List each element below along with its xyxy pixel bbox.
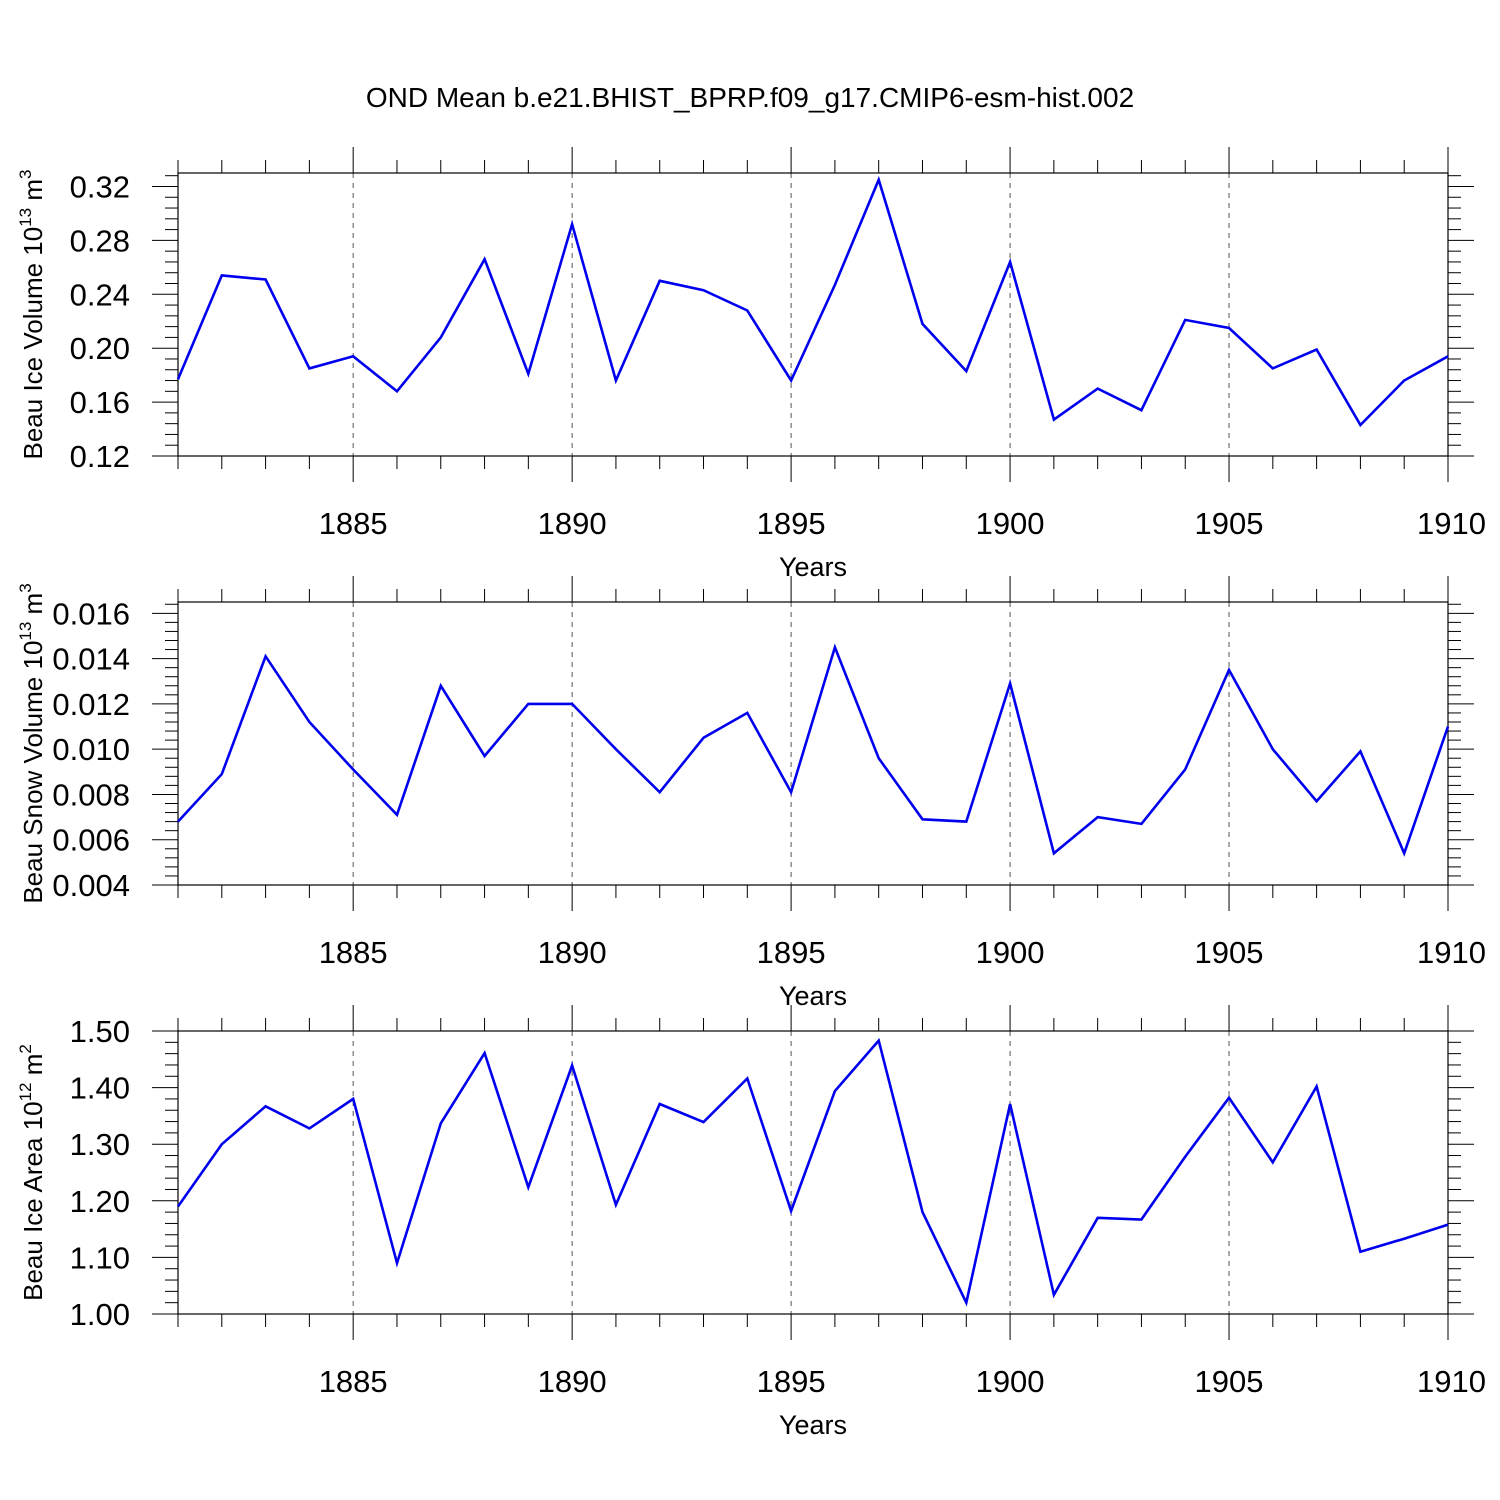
y-axis-label-exponent: 13: [16, 208, 35, 227]
y-tick-label: 0.010: [52, 732, 130, 767]
panel-1: 0.12 0.16 0.20 0.24 0.28 0.32 1885 1890 1895 1900…: [16, 147, 1486, 582]
y-axis-label-unit-exponent: 2: [16, 1044, 35, 1053]
y-tick-label: 0.12: [70, 439, 130, 474]
y-tick-label: 1.10: [70, 1240, 130, 1275]
x-axis-label: Years: [779, 981, 847, 1011]
y-tick-label: 0.012: [52, 687, 130, 722]
y-axis-label: Beau Ice Area 1012 m2: [16, 1044, 48, 1301]
y-axis-label: Beau Ice Volume 1013 m3: [16, 170, 48, 460]
x-tick-label: 1895: [757, 935, 826, 970]
y-tick-label: 0.32: [70, 169, 130, 204]
y-axis-label-exponent: 13: [16, 622, 35, 641]
x-tick-label: 1895: [757, 1364, 826, 1399]
x-tick-label: 1900: [976, 506, 1045, 541]
y-axis-label-unit: m: [18, 179, 48, 208]
y-tick-label: 0.28: [70, 223, 130, 258]
plot-frame: [177, 601, 1449, 886]
y-axis-label-unit: m: [18, 1054, 48, 1083]
panel-2: 0.004 0.006 0.008 0.010 0.012 0.014 0.016 1885 1…: [16, 576, 1486, 1011]
x-tick-label: 1905: [1195, 506, 1264, 541]
y-tick-label: 1.00: [70, 1297, 130, 1332]
y-tick-label: 0.004: [52, 868, 130, 903]
panel-3: 1.00 1.10 1.20 1.30 1.40 1.50 1885 1890 1895 1900…: [16, 1005, 1486, 1440]
y-tick-label: 0.006: [52, 823, 130, 858]
y-tick-label: 0.016: [52, 596, 130, 631]
x-tick-label: 1910: [1417, 935, 1486, 970]
x-tick-label: 1895: [757, 506, 826, 541]
y-axis-label-main: Beau Snow Volume 10: [18, 641, 48, 904]
plot-frame: [177, 1030, 1449, 1315]
y-tick-label: 1.30: [70, 1127, 130, 1162]
x-axis-label: Years: [779, 1410, 847, 1440]
y-axis-label-main: Beau Ice Area 10: [18, 1101, 48, 1300]
y-tick-label: 0.014: [52, 642, 130, 677]
x-tick-label: 1910: [1417, 1364, 1486, 1399]
x-tick-label: 1905: [1195, 1364, 1264, 1399]
x-tick-label: 1890: [538, 506, 607, 541]
series-line: [177, 643, 1450, 857]
x-axis-label: Years: [779, 552, 847, 582]
series-line: [176, 175, 1449, 428]
y-axis-label-unit-exponent: 3: [16, 583, 35, 592]
x-tick-label: 1885: [319, 935, 388, 970]
x-tick-label: 1890: [538, 935, 607, 970]
x-tick-label: 1890: [538, 1364, 607, 1399]
y-axis-label-main: Beau Ice Volume 10: [18, 227, 48, 460]
y-tick-label: 0.24: [70, 277, 130, 312]
y-tick-label: 1.50: [70, 1014, 130, 1049]
page-title: OND Mean b.e21.BHIST_BPRP.f09_g17.CMIP6-…: [365, 82, 1135, 113]
y-axis-label-exponent: 12: [16, 1082, 35, 1101]
y-axis-label-unit: m: [18, 593, 48, 622]
y-tick-label: 1.40: [70, 1071, 130, 1106]
plot-frame: [177, 172, 1449, 457]
y-tick-label: 0.16: [70, 385, 130, 420]
y-axis-label: Beau Snow Volume 1013 m3: [16, 583, 48, 903]
x-tick-label: 1885: [319, 1364, 388, 1399]
x-tick-label: 1900: [976, 935, 1045, 970]
x-tick-label: 1905: [1195, 935, 1264, 970]
y-tick-label: 0.008: [52, 777, 130, 812]
y-tick-label: 0.20: [70, 331, 130, 366]
x-tick-label: 1900: [976, 1364, 1045, 1399]
y-axis-label-unit-exponent: 3: [16, 170, 35, 179]
y-tick-label: 1.20: [70, 1184, 130, 1219]
x-tick-label: 1910: [1417, 506, 1486, 541]
series-line: [176, 1037, 1449, 1307]
x-tick-label: 1885: [319, 506, 388, 541]
